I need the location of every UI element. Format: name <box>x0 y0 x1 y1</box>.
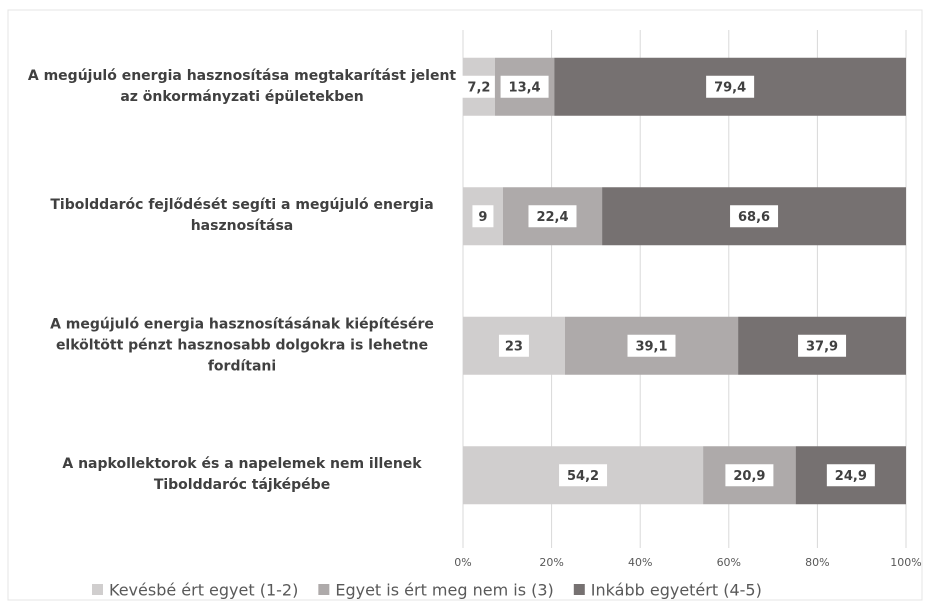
data-label: 54,2 <box>567 469 599 484</box>
data-label-box <box>559 464 608 487</box>
legend-label: Inkább egyetért (4-5) <box>591 581 762 600</box>
data-label: 20,9 <box>733 469 765 484</box>
legend-label: Egyet is ért meg nem is (3) <box>335 581 553 600</box>
data-label-box <box>627 334 676 357</box>
category-label: A napkollektorok és a napelemek nem ille… <box>62 456 422 494</box>
data-label: 23 <box>505 339 523 354</box>
legend-swatch <box>573 584 585 595</box>
data-label: 37,9 <box>806 339 838 354</box>
chart-border <box>7 9 923 601</box>
data-label: 13,4 <box>509 80 541 95</box>
data-label: 22,4 <box>536 210 568 225</box>
data-label: 9 <box>478 210 487 225</box>
data-label-box <box>472 205 494 228</box>
data-label: 24,9 <box>835 469 867 484</box>
data-label-box <box>725 464 774 487</box>
data-label: 7,2 <box>467 80 490 95</box>
data-label: 68,6 <box>738 210 770 225</box>
data-label-box <box>459 75 499 98</box>
data-label-box <box>500 75 549 98</box>
x-tick-label: 40% <box>628 556 652 569</box>
category-label: Tibolddaróc fejlődését segíti a megújuló… <box>50 197 434 235</box>
x-tick-label: 20% <box>539 556 563 569</box>
data-label-box <box>706 75 755 98</box>
category-label: A megújuló energia hasznosítása megtakar… <box>27 67 457 105</box>
x-tick-label: 100% <box>890 556 921 569</box>
data-label-box <box>730 205 779 228</box>
data-label-box <box>528 205 577 228</box>
data-label-box <box>498 334 529 357</box>
legend-swatch <box>92 584 103 595</box>
data-label: 39,1 <box>635 339 667 354</box>
legend-swatch <box>318 584 330 595</box>
x-tick-label: 60% <box>717 556 741 569</box>
data-label: 79,4 <box>714 80 746 95</box>
data-label-box <box>826 464 875 487</box>
category-label: A megújuló energia hasznosításának kiépí… <box>50 316 434 375</box>
data-label-box <box>798 334 847 357</box>
x-tick-label: 0% <box>454 556 471 569</box>
x-tick-label: 80% <box>805 556 829 569</box>
legend-label: Kevésbé ért egyet (1-2) <box>109 581 298 600</box>
